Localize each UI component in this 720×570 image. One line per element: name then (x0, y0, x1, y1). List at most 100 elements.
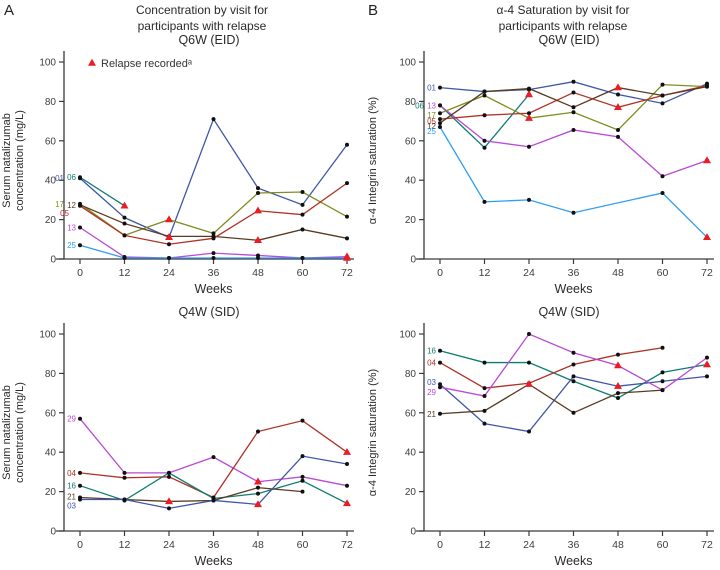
participant-id-label: 25 (427, 127, 436, 136)
data-point (571, 110, 576, 115)
data-point (527, 111, 531, 116)
participant-id-label: 06 (67, 173, 76, 182)
data-point (527, 360, 531, 365)
data-point (300, 474, 305, 479)
x-tick-label: 36 (568, 267, 580, 279)
data-point (78, 203, 82, 208)
participant-id-label: 21 (427, 410, 436, 419)
data-point (705, 355, 709, 360)
participant-id-label: 16 (427, 347, 436, 356)
data-point (482, 199, 487, 204)
x-tick-label: 60 (297, 267, 309, 279)
data-point (345, 181, 349, 186)
data-point (482, 93, 487, 98)
data-point (705, 84, 709, 89)
x-tick-label: 48 (252, 539, 264, 551)
participant-id-label: 13 (67, 223, 76, 232)
data-point (300, 418, 305, 423)
data-point (438, 382, 442, 387)
data-point (256, 256, 260, 261)
data-point (300, 212, 305, 217)
y-axis-label: concentration (mg/L) (14, 110, 26, 211)
panel-b-title: α-4 Saturation by visit for participants… (496, 3, 630, 33)
x-tick-label: 48 (612, 539, 624, 551)
subplot-title: Q4W (SID) (178, 305, 239, 319)
x-tick-label: 12 (119, 267, 131, 279)
relapse-triangle-icon (614, 103, 622, 111)
legend-label: Relapse recordedᵃ (101, 58, 193, 70)
data-point (438, 117, 442, 122)
x-tick-label: 0 (77, 539, 83, 551)
y-tick-label: 40 (405, 448, 417, 459)
data-point (438, 411, 442, 416)
data-point (571, 127, 576, 132)
chart-concentration-q4w-sid: 0 20 40 60 80 100 0 12 24 36 48 60 72 Q4W (SID) Weeks S… (1, 305, 354, 568)
data-point (78, 470, 82, 475)
x-tick-label: 72 (701, 539, 713, 551)
y-tick-label: 0 (50, 255, 56, 266)
data-point (482, 394, 487, 399)
data-point (660, 174, 665, 179)
data-point (616, 134, 620, 139)
y-tick-label: 60 (405, 136, 417, 147)
x-tick-label: 60 (657, 539, 669, 551)
y-axis-label: concentration (mg/L) (14, 382, 26, 483)
subplot-title: Q6W (EID) (178, 33, 239, 47)
data-point (527, 332, 531, 336)
participant-id-label: 05 (427, 117, 436, 126)
data-point (167, 256, 171, 261)
x-tick-label: 24 (163, 267, 175, 279)
data-point (78, 225, 82, 230)
relapse-triangle-icon (88, 58, 96, 66)
y-tick-label: 60 (45, 408, 57, 419)
chart-concentration-q6w-eid: 0 20 40 60 80 100 0 12 24 36 48 60 72 Q6W (EID) Weeks S… (1, 33, 354, 296)
data-point (122, 221, 127, 226)
data-point (211, 251, 216, 256)
x-tick-label: 24 (163, 539, 175, 551)
data-point (300, 489, 305, 494)
data-point (345, 483, 349, 488)
relapse-triangle-icon (254, 236, 262, 243)
y-tick-label: 20 (405, 487, 417, 498)
participant-id-label: 04 (427, 359, 436, 368)
data-point (256, 191, 260, 196)
relapse-triangle-icon (343, 448, 351, 455)
x-tick-label: 48 (252, 267, 264, 279)
data-point (660, 379, 665, 384)
data-point (571, 379, 576, 384)
data-point (211, 231, 216, 236)
data-point (345, 142, 349, 147)
data-point (527, 86, 531, 91)
relapse-triangle-icon (254, 477, 262, 485)
y-tick-label: 80 (45, 97, 57, 108)
data-point (660, 388, 665, 393)
relapse-triangle-icon (343, 253, 351, 261)
x-tick-label: 60 (297, 539, 309, 551)
data-point (256, 485, 260, 490)
x-tick-label: 60 (657, 267, 669, 279)
data-point (571, 90, 576, 95)
data-point (616, 391, 620, 396)
x-tick-label: 0 (437, 539, 443, 551)
data-point (438, 385, 442, 390)
y-tick-label: 0 (410, 527, 416, 538)
x-axis-label: Weeks (195, 282, 233, 296)
data-point (571, 210, 576, 215)
data-point (571, 374, 576, 379)
y-tick-label: 40 (45, 448, 57, 459)
series-line-29 (79, 418, 348, 487)
participant-id-label: 25 (67, 241, 76, 250)
data-point (167, 474, 171, 479)
y-tick-label: 20 (45, 215, 57, 226)
data-point (78, 497, 82, 502)
data-point (256, 491, 260, 496)
data-point (211, 256, 216, 261)
data-point (527, 197, 531, 202)
participant-id-label: 06 (415, 101, 424, 110)
relapse-triangle-icon (254, 500, 262, 508)
data-point (705, 374, 709, 379)
y-tick-label: 80 (405, 97, 417, 108)
relapse-triangle-icon (703, 360, 711, 368)
x-tick-label: 72 (701, 267, 713, 279)
